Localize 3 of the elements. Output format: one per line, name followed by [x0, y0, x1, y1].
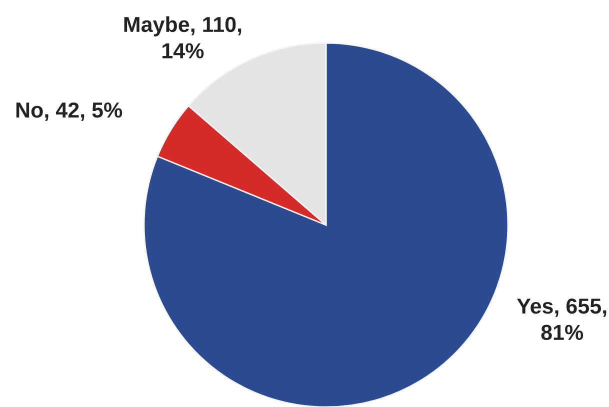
slice-label: Maybe, 110, 14%: [124, 16, 242, 58]
slice-label: Yes, 655, 81%: [516, 298, 606, 340]
slice-label: No, 42, 5%: [16, 102, 122, 121]
